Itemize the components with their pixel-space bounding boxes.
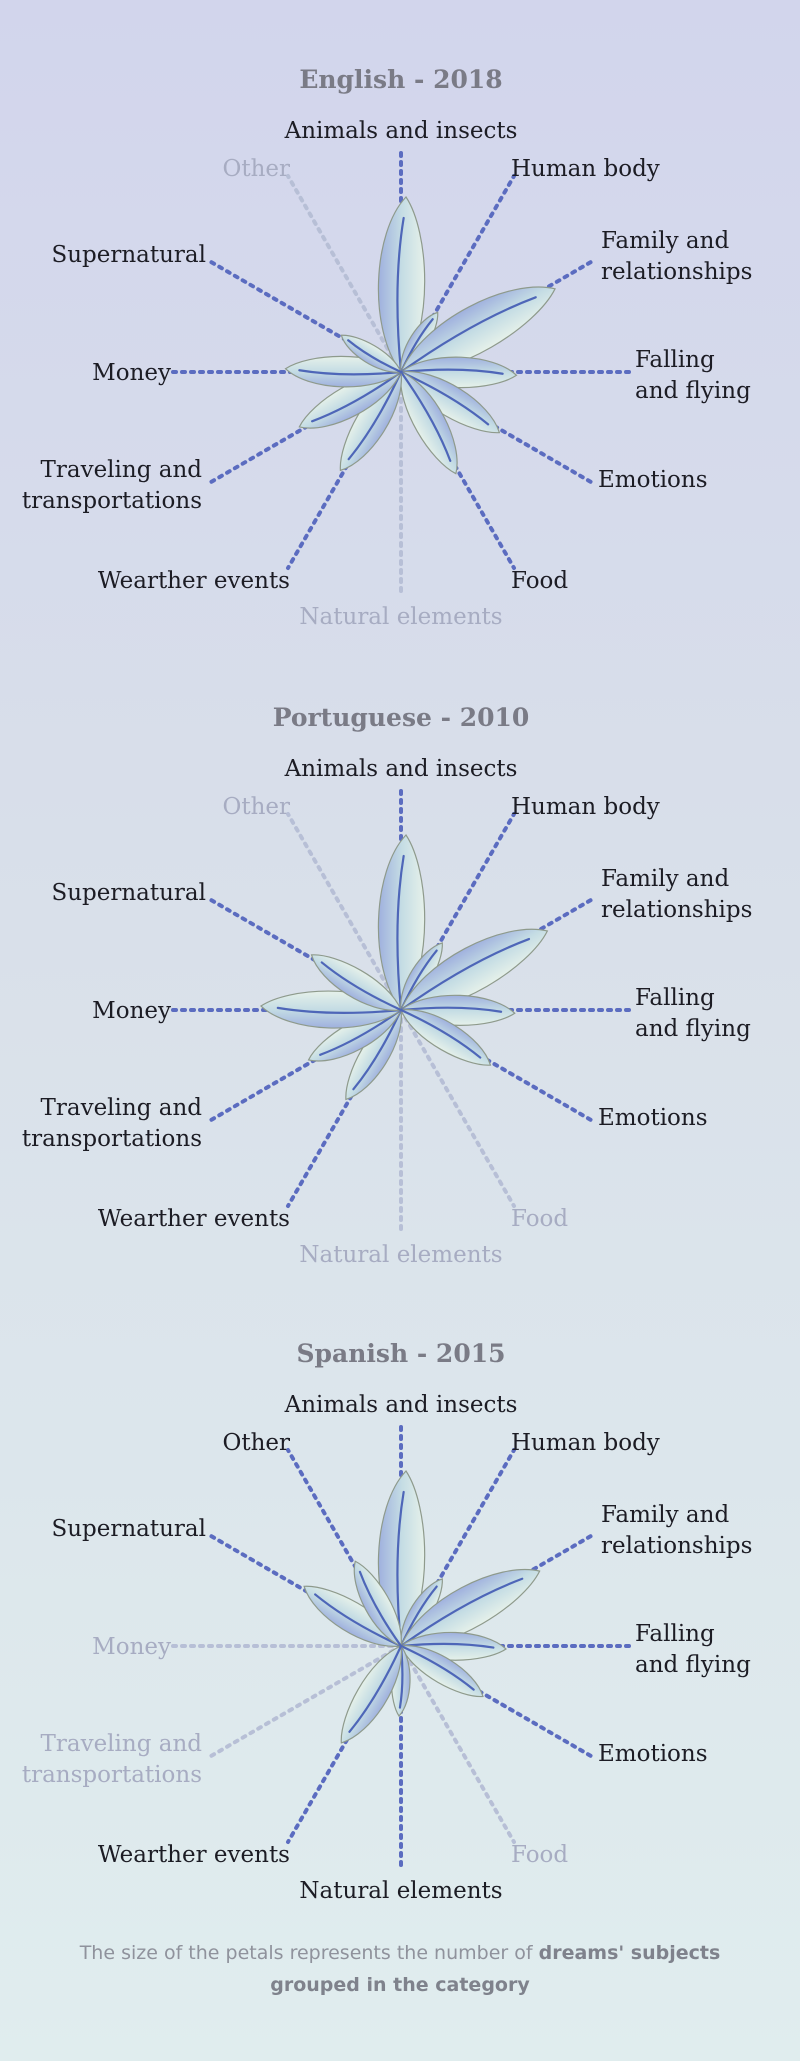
- label-animals-and-insects: Animals and insects: [284, 118, 518, 144]
- petal-animals-and-insects: [377, 834, 426, 1012]
- petal-vein: [276, 1006, 403, 1014]
- petal-vein: [399, 370, 490, 426]
- label-food: Food: [511, 1206, 568, 1232]
- petal-chart-1: English - 2018 Animals and insects Human b…: [22, 65, 753, 630]
- petal-vein: [310, 370, 403, 423]
- spoke-food: [399, 1644, 516, 1844]
- label-wearther-events: Wearther events: [98, 568, 290, 594]
- petal-vein: [396, 216, 405, 374]
- chart-title: Portuguese - 2010: [273, 703, 530, 732]
- label-other: Other: [222, 1430, 290, 1456]
- spoke-other: [286, 174, 403, 374]
- label-money: Money: [92, 1634, 171, 1660]
- petal-chart-3: Spanish - 2015 Animals and insects Human b…: [22, 1339, 753, 1904]
- petal-vein: [399, 370, 452, 463]
- petal-vein: [314, 1593, 403, 1648]
- petal-shape: [400, 1645, 484, 1698]
- petal-wearther-events: [340, 1644, 403, 1744]
- petal-emotions: [399, 1008, 492, 1066]
- label-emotions: Emotions: [598, 1741, 708, 1767]
- caption: The size of the petals represents the nu…: [60, 1937, 740, 2001]
- label-family-and-relationships: Family and relationships: [601, 866, 752, 923]
- label-wearther-events: Wearther events: [98, 1842, 290, 1868]
- label-animals-and-insects: Animals and insects: [284, 1392, 518, 1418]
- petal-vein: [399, 368, 504, 375]
- label-falling-and-flying: Falling and flying: [635, 347, 751, 404]
- label-falling-and-flying: Falling and flying: [635, 1621, 751, 1678]
- label-supernatural: Supernatural: [51, 880, 206, 906]
- petal-vein: [352, 1008, 403, 1091]
- petal-shape: [310, 954, 402, 1011]
- label-food: Food: [511, 1842, 568, 1868]
- label-money: Money: [92, 360, 171, 386]
- label-other: Other: [222, 156, 290, 182]
- petal-vein: [347, 370, 403, 461]
- petal-vein: [320, 961, 403, 1012]
- petal-vein: [399, 1642, 495, 1649]
- petal-other: [353, 1560, 403, 1648]
- label-emotions: Emotions: [598, 467, 708, 493]
- chart-title: Spanish - 2015: [296, 1339, 505, 1368]
- petal-vein: [396, 854, 405, 1012]
- petal-food: [399, 370, 458, 475]
- label-natural-elements: Natural elements: [299, 1242, 502, 1268]
- caption-text: The size of the petals represents the nu…: [79, 1942, 539, 1964]
- petal-supernatural: [340, 334, 403, 374]
- petal-vein: [298, 369, 403, 376]
- petal-vein: [347, 339, 403, 374]
- petal-shape: [353, 1560, 402, 1647]
- petal-emotions: [399, 1644, 484, 1698]
- petal-shape: [377, 834, 426, 1011]
- petal-vein: [358, 1570, 403, 1648]
- petal-shape: [400, 1009, 492, 1066]
- label-supernatural: Supernatural: [51, 1516, 206, 1542]
- label-falling-and-flying: Falling and flying: [635, 985, 751, 1042]
- label-traveling-and-transportations: Traveling and transportations: [22, 1731, 202, 1788]
- petal-shape: [377, 196, 426, 373]
- petal-charts-canvas: English - 2018 Animals and insects Human b…: [22, 65, 753, 1904]
- petal-vein: [348, 1644, 403, 1733]
- label-other: Other: [222, 794, 290, 820]
- petal-vein: [399, 1644, 475, 1691]
- label-wearther-events: Wearther events: [98, 1206, 290, 1232]
- label-human-body: Human body: [511, 1430, 660, 1456]
- label-natural-elements: Natural elements: [299, 604, 502, 630]
- spoke-traveling-and-transportations: [209, 1644, 403, 1758]
- petal-vein: [399, 1008, 482, 1059]
- label-family-and-relationships: Family and relationships: [601, 1502, 752, 1559]
- petal-animals-and-insects: [377, 196, 426, 374]
- label-human-body: Human body: [511, 794, 660, 820]
- petal-vein: [399, 1006, 503, 1013]
- petal-vein: [399, 296, 537, 374]
- label-emotions: Emotions: [598, 1105, 708, 1131]
- petal-vein: [399, 937, 531, 1012]
- petal-shape: [340, 1645, 402, 1744]
- label-natural-elements: Natural elements: [299, 1878, 502, 1904]
- petal-supernatural: [310, 954, 403, 1012]
- label-supernatural: Supernatural: [51, 242, 206, 268]
- label-food: Food: [511, 568, 568, 594]
- petal-shape: [400, 371, 458, 475]
- label-traveling-and-transportations: Traveling and transportations: [22, 457, 202, 514]
- label-human-body: Human body: [511, 156, 660, 182]
- spoke-other: [286, 812, 403, 1012]
- label-traveling-and-transportations: Traveling and transportations: [22, 1095, 202, 1152]
- label-family-and-relationships: Family and relationships: [601, 228, 752, 285]
- label-animals-and-insects: Animals and insects: [284, 756, 518, 782]
- petal-shape: [340, 334, 402, 373]
- spoke-food: [399, 1008, 516, 1208]
- petal-vein: [399, 1577, 524, 1648]
- label-money: Money: [92, 998, 171, 1024]
- caption-bold: dreams' subjects grouped in the category: [270, 1942, 721, 1996]
- chart-title: English - 2018: [299, 65, 502, 94]
- petal-chart-2: Portuguese - 2010 Animals and insects Huma…: [22, 703, 753, 1268]
